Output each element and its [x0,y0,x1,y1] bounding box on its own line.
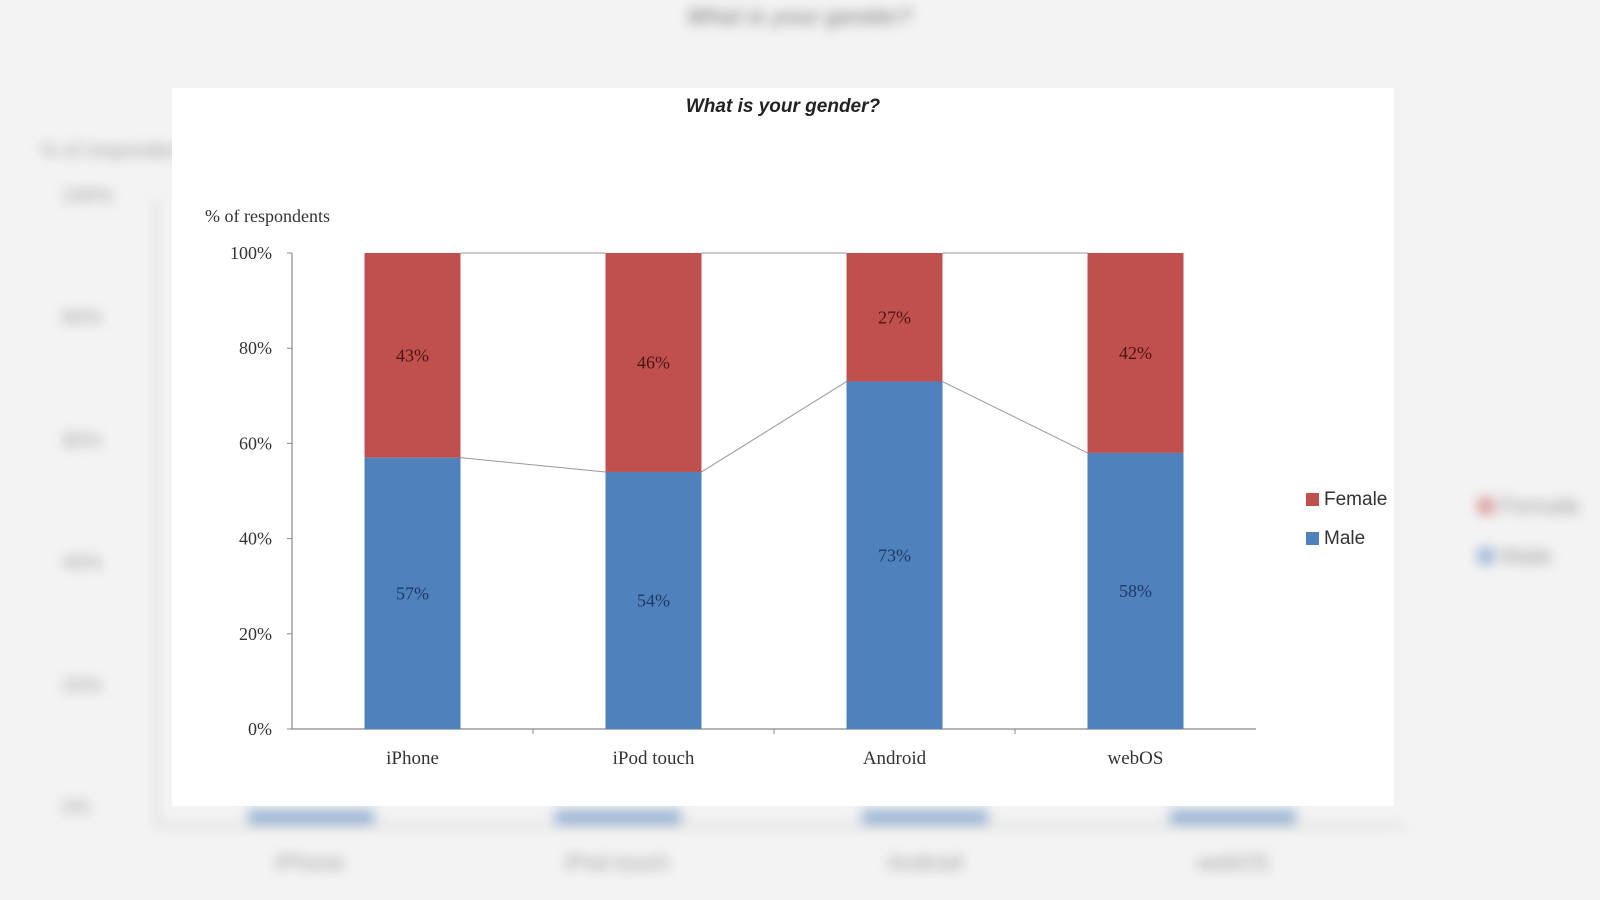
data-label: 43% [396,345,429,365]
bar-segment-female [605,253,702,472]
bg-y-tick: 100% [62,185,114,207]
bg-legend-item-male: Male [1478,543,1552,571]
bar-segment-male [364,457,461,729]
y-tick-label: 40% [239,529,272,549]
stacked-bar-chart: 0% 20% 40% 60% 80% 100% 57% 43% iPhone 54% 46% iPod… [230,243,1256,769]
bg-y-tick: 60% [62,430,103,452]
y-axis-label: % of respondents [205,206,330,226]
bg-x-tick-label: Android [887,850,963,875]
bg-y-tick: 0% [62,797,91,819]
bar-segment-female [846,253,943,382]
bg-chart-title: What is your gender? [687,4,913,29]
bg-legend-item-female: Female [1478,493,1580,521]
chart-title: What is your gender? [685,96,881,117]
bar-segment-female [1087,253,1184,453]
legend-label-female: Female [1324,488,1388,510]
bg-legend-swatch [1478,498,1494,514]
data-label: 42% [1119,343,1152,363]
y-tick-label: 0% [248,719,272,739]
y-tick-label: 80% [239,338,272,358]
bg-legend-label: Female [1500,493,1581,520]
data-label: 57% [396,583,429,603]
chart-card: What is your gender? % of respondents 0%… [172,88,1394,806]
bg-x-axis-line [155,825,1405,827]
bg-y-tick: 20% [62,675,103,697]
bg-y-axis-line [155,200,157,825]
bar-segment-male [846,381,943,729]
bg-bar [1170,810,1296,824]
x-tick-label: iPhone [386,748,439,769]
bg-x-tick-label: iPhone [275,850,345,875]
y-tick-label: 20% [239,624,272,644]
bar-segment-female [364,253,461,458]
bg-y-tick: 80% [62,307,103,329]
data-label: 58% [1119,581,1152,601]
series-line [942,381,1088,454]
bg-x-tick-label: iPod touch [565,850,669,875]
data-label: 27% [878,307,911,327]
legend: Female Male [1306,480,1387,558]
bg-bar [862,810,988,824]
bg-y-tick: 40% [62,552,103,574]
bg-bar [248,810,374,824]
legend-swatch-male [1306,532,1319,545]
bg-y-axis-label: % of respondents [40,140,196,162]
x-tick-label: iPod touch [613,748,695,769]
series-line [460,457,606,473]
y-tick-label: 60% [239,433,272,453]
legend-swatch-female [1306,493,1319,506]
legend-item-female: Female [1306,480,1387,519]
legend-item-male: Male [1306,519,1387,558]
bg-bar [555,810,681,824]
series-line [701,381,847,473]
bg-x-tick-label: webOS [1196,850,1270,875]
bar-segment-male [605,471,702,729]
y-tick-label: 100% [230,243,272,263]
bg-legend-swatch [1478,548,1494,564]
bg-legend-label: Male [1500,543,1553,570]
data-label: 73% [878,545,911,565]
data-label: 46% [637,352,670,372]
bar-segment-male [1087,452,1184,729]
data-label: 54% [637,590,670,610]
legend-label-male: Male [1324,527,1366,549]
x-tick-label: webOS [1108,748,1164,769]
x-tick-label: Android [863,748,927,769]
